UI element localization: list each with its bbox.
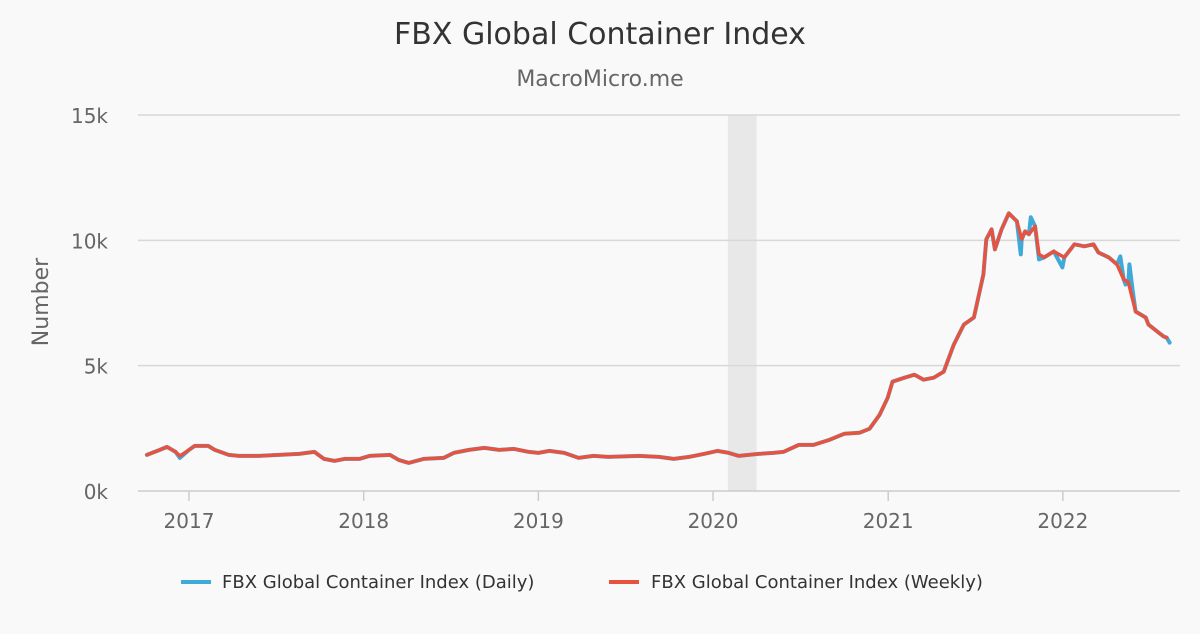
x-tick-label: 2022: [1037, 509, 1088, 533]
x-tick-label: 2021: [863, 509, 914, 533]
y-tick-label: 0k: [84, 480, 109, 504]
legend-label-daily: FBX Global Container Index (Daily): [222, 572, 534, 593]
legend-item-daily[interactable]: FBX Global Container Index (Daily): [181, 572, 534, 593]
x-tick-label: 2018: [338, 509, 389, 533]
x-tick-label: 2017: [164, 509, 215, 533]
shaded-period: [727, 115, 757, 491]
legend-item-weekly[interactable]: FBX Global Container Index (Weekly): [609, 572, 983, 593]
chart-title: FBX Global Container Index: [394, 17, 806, 52]
series-line-daily[interactable]: [144, 211, 1172, 465]
x-tick-label: 2020: [688, 509, 739, 533]
y-tick-label: 5k: [84, 355, 109, 379]
y-tick-label: 10k: [71, 229, 108, 253]
series-line-weekly[interactable]: [145, 211, 1169, 465]
chart-subtitle: MacroMicro.me: [516, 67, 683, 92]
y-tick-label: 15k: [71, 104, 108, 128]
legend-label-weekly: FBX Global Container Index (Weekly): [651, 572, 983, 593]
x-tick-label: 2019: [513, 509, 564, 533]
y-axis-label: Number: [29, 257, 54, 346]
legend: FBX Global Container Index (Daily) FBX G…: [181, 572, 983, 593]
